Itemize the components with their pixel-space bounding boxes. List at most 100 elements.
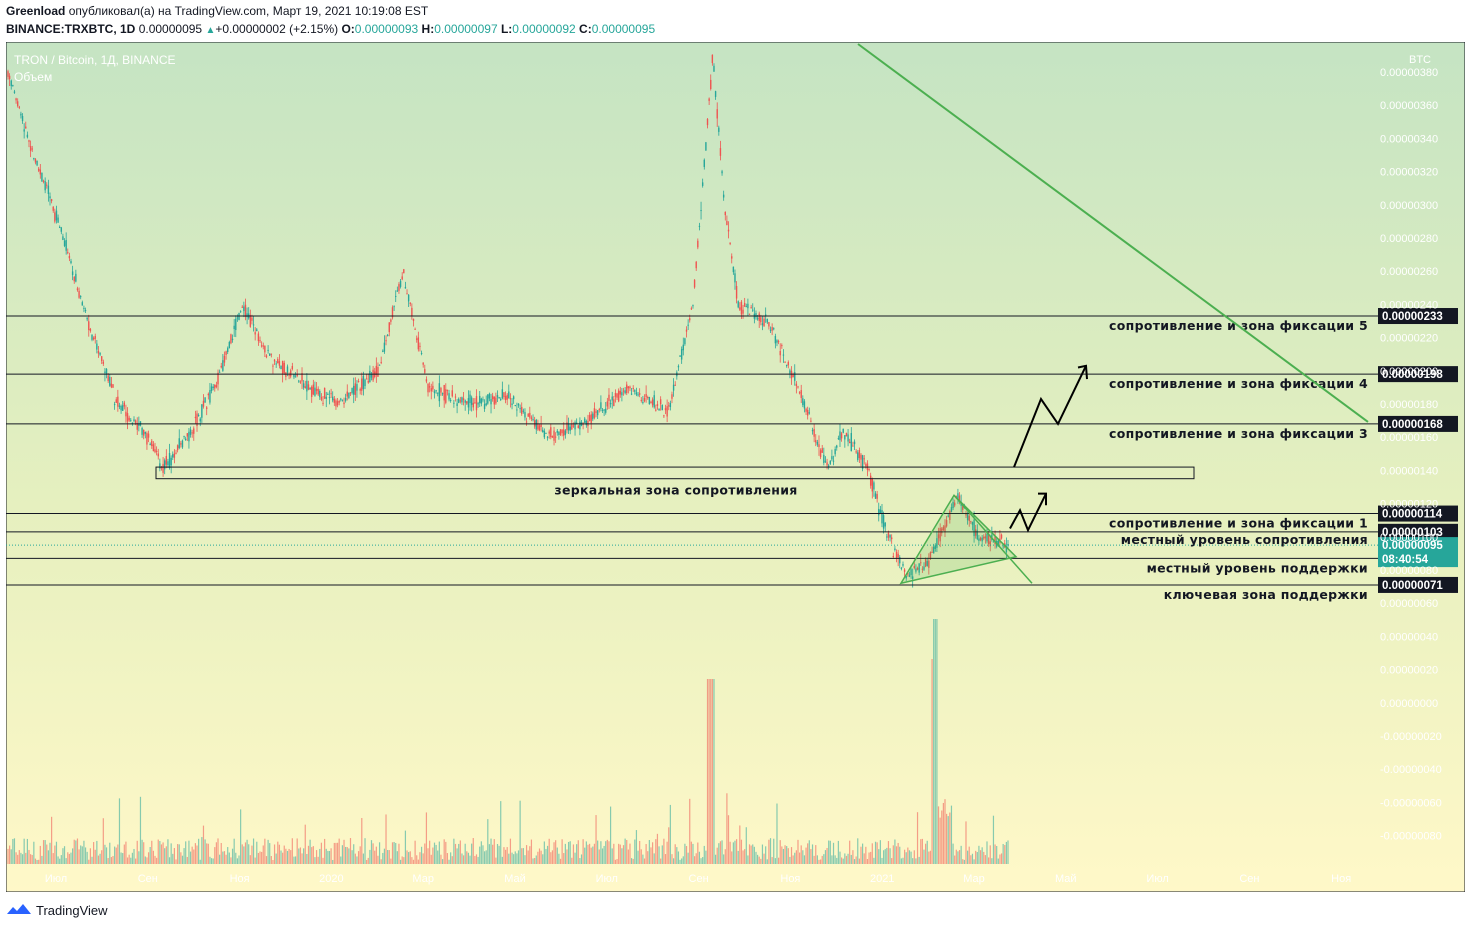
candle-body <box>973 519 975 537</box>
candle-body <box>385 340 387 342</box>
volume-bar <box>813 855 815 864</box>
level-price-tag[interactable]: 0.00000114 <box>1378 505 1458 522</box>
volume-bar <box>765 846 767 864</box>
volume-bar <box>634 839 636 864</box>
volume-bar <box>97 855 100 864</box>
candle-body <box>842 428 844 433</box>
candle-body <box>214 384 216 389</box>
volume-bar <box>338 838 340 864</box>
level-price-tag[interactable]: 0.00000233 <box>1378 308 1458 325</box>
volume-bar <box>377 855 379 864</box>
mirror-zone-box <box>155 466 1195 480</box>
candle-body <box>367 380 369 383</box>
candle-body <box>945 520 948 527</box>
volume-bar <box>102 818 104 864</box>
candle-body <box>598 409 600 411</box>
volume-bar <box>467 852 470 864</box>
candle-body <box>962 505 964 510</box>
volume-bar <box>994 844 996 864</box>
candle-body <box>362 375 365 390</box>
volume-bar <box>78 849 80 864</box>
candle-body <box>178 438 180 449</box>
candle-body <box>440 387 442 393</box>
candle-body <box>23 129 25 132</box>
volume-bar <box>695 853 697 864</box>
volume-bar <box>304 824 306 864</box>
candle-body <box>826 462 828 466</box>
candle-body <box>574 422 576 430</box>
volume-bar <box>165 846 167 864</box>
volume-bar <box>193 849 195 864</box>
candle-body <box>390 319 392 322</box>
candle-body <box>970 521 972 523</box>
volume-bar <box>194 843 196 864</box>
candle-body <box>133 419 135 422</box>
candle-body <box>810 420 812 422</box>
candle-body <box>958 495 961 503</box>
tradingview-logo-icon[interactable] <box>6 902 32 918</box>
candle-body <box>936 538 938 548</box>
volume-bar <box>689 798 691 864</box>
volume-bar <box>580 854 583 864</box>
volume-bar <box>70 852 72 864</box>
volume-bar <box>114 846 116 864</box>
volume-bar <box>294 856 297 864</box>
candle-body <box>453 402 455 404</box>
volume-bar <box>564 843 566 864</box>
level-description: сопротивление и зона фиксации 3 <box>1109 426 1368 441</box>
volume-bar <box>135 858 137 864</box>
volume-bar <box>895 846 898 864</box>
candle-body <box>624 390 626 394</box>
level-price-tag[interactable]: 0.00000103 <box>1378 523 1458 540</box>
volume-bar <box>918 856 920 864</box>
candle-body <box>89 328 92 331</box>
volume-bar <box>9 845 11 864</box>
last-price-tag[interactable]: 0.00000095 08:40:54 <box>1378 537 1458 568</box>
candle-body <box>293 374 295 378</box>
candle-body <box>816 441 819 445</box>
candle-body <box>280 365 282 370</box>
volume-bar <box>441 859 444 864</box>
volume-bar <box>462 855 465 864</box>
level-price-tag[interactable]: 0.00000198 <box>1378 366 1458 383</box>
volume-bar <box>202 825 205 864</box>
candle-body <box>79 296 82 298</box>
volume-bar <box>44 840 46 864</box>
candle-body <box>180 443 182 445</box>
volume-bar <box>359 846 361 864</box>
volume-bar <box>269 843 271 864</box>
candle-body <box>997 540 1000 546</box>
candle-body <box>222 360 224 371</box>
candle-body <box>727 229 730 232</box>
level-price-tag[interactable]: 0.00000168 <box>1378 415 1458 432</box>
volume-bar <box>443 839 445 864</box>
volume-bar <box>524 855 526 864</box>
volume-bar <box>873 857 875 864</box>
price-axis[interactable]: 0.00000380 0.00000360 0.00000340 0.00000320… <box>1380 67 1442 843</box>
volume-bar <box>511 852 513 864</box>
level-tag-bg <box>1378 505 1458 522</box>
volume-bar <box>378 842 381 864</box>
time-axis[interactable]: Июл Сен Ноя 2020 Мар Май Июл Сен Ноя 2021 Мар Май Ию… <box>45 873 1351 885</box>
price-chart[interactable]: 0.00000233 сопротивление и зона фиксации … <box>6 42 1465 892</box>
volume-bar <box>860 846 862 864</box>
volume-bar <box>422 853 424 864</box>
author-name[interactable]: Greenload <box>6 4 66 18</box>
level-price-tag[interactable]: 0.00000071 <box>1378 576 1458 593</box>
volume-bar <box>252 838 255 864</box>
volume-bar <box>600 841 602 864</box>
y-tick-label: -0.00000080 <box>1380 831 1442 843</box>
volume-bar <box>724 849 726 864</box>
candle-body <box>818 444 820 448</box>
volume-bar <box>348 848 350 864</box>
volume-bar <box>146 857 148 864</box>
candle-body <box>713 65 715 72</box>
volume-bar <box>963 859 965 864</box>
volume-bar <box>325 848 327 864</box>
candle-body <box>464 400 466 403</box>
candle-body <box>425 379 428 382</box>
candle-body <box>516 409 518 411</box>
volume-bar <box>445 841 447 864</box>
volume-bar <box>705 850 707 864</box>
volume-bar <box>645 844 647 864</box>
